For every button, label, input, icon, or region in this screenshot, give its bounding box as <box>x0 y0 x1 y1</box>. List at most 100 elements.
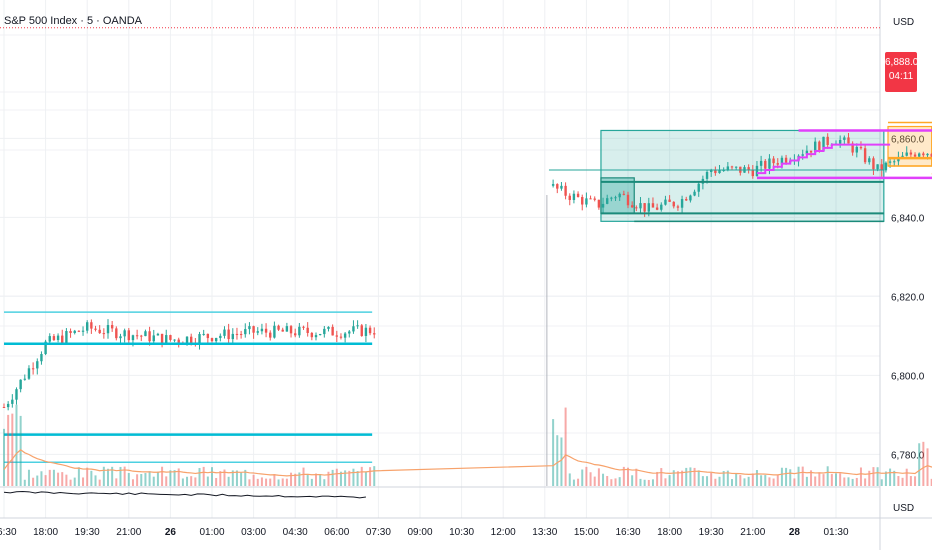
candle-body <box>822 136 825 151</box>
volume-bar <box>181 478 184 486</box>
volume-bar <box>3 428 5 486</box>
x-tick-label: 21:00 <box>740 527 765 538</box>
volume-bar <box>111 466 114 486</box>
candle-body <box>123 330 126 337</box>
candle-body <box>31 368 35 370</box>
volume-bar <box>290 472 293 486</box>
volume-bar <box>194 477 197 486</box>
volume-bar <box>57 472 60 486</box>
candle-body <box>331 326 334 336</box>
candle-body <box>647 203 650 212</box>
volume-bar <box>743 478 746 486</box>
volume-bar <box>776 475 779 486</box>
candle-body <box>360 325 363 336</box>
candle-body <box>863 148 867 163</box>
y-tick-label: 6,860.0 <box>891 134 925 145</box>
candle-body <box>876 164 879 170</box>
candle-body <box>98 329 101 334</box>
candle-body <box>843 137 846 140</box>
candle-body <box>119 336 122 339</box>
volume-bar <box>780 467 783 486</box>
candle-body <box>314 335 318 338</box>
volume-bar <box>136 474 139 486</box>
candle-body <box>269 332 272 338</box>
candle-body <box>597 199 601 208</box>
x-tick-label: 12:00 <box>491 527 516 538</box>
candle-body <box>680 199 684 208</box>
volume-bar <box>685 467 688 486</box>
candle-body <box>2 406 6 408</box>
candle-body <box>730 166 734 168</box>
candle-body <box>364 327 368 336</box>
candle-body <box>922 153 925 156</box>
volume-bar <box>639 478 642 486</box>
candle-body <box>784 157 788 163</box>
volume-bar <box>926 448 929 486</box>
candle-body <box>40 354 43 362</box>
volume-bar <box>826 466 829 486</box>
volume-bar <box>140 474 143 486</box>
candle-body <box>27 368 31 379</box>
volume-bar <box>223 469 226 486</box>
volume-bar <box>327 471 330 486</box>
volume-bar <box>65 474 68 486</box>
volume-bar <box>90 470 93 486</box>
volume-bar <box>331 469 334 486</box>
candle-body <box>826 136 829 145</box>
x-tick-label: 28 <box>789 527 801 538</box>
volume-bar <box>44 475 47 486</box>
volume-bar <box>364 472 367 486</box>
x-tick-label: 19:30 <box>699 527 724 538</box>
candle-body <box>685 199 688 201</box>
volume-bar <box>768 477 771 486</box>
candle-body <box>335 335 338 337</box>
volume-bar <box>19 415 22 486</box>
volume-bar <box>206 476 209 486</box>
volume-bar <box>672 470 675 486</box>
volume-bar <box>169 470 172 486</box>
volume-bar <box>714 478 717 486</box>
volume-bar <box>697 470 700 486</box>
volume-bar <box>86 467 89 486</box>
volume-bar <box>872 467 875 486</box>
candle-body <box>256 331 259 333</box>
candle-body <box>676 206 680 208</box>
volume-bar <box>352 468 355 486</box>
candle-body <box>734 166 738 168</box>
candle-body <box>805 150 809 155</box>
candle-body <box>901 155 904 157</box>
volume-bar <box>107 468 109 486</box>
volume-bar <box>148 471 151 486</box>
candle-body <box>173 339 176 341</box>
volume-bar <box>830 474 833 486</box>
last-price-value: 6,888.0 <box>885 57 919 68</box>
volume-bar <box>585 466 588 486</box>
volume-bar <box>880 479 883 486</box>
volume-bar <box>731 479 733 486</box>
volume-bar <box>593 476 596 486</box>
volume-bar <box>884 471 887 486</box>
candle-body <box>252 326 255 333</box>
volume-bar <box>889 468 892 486</box>
volume-bar <box>868 470 871 486</box>
volume-bar <box>11 413 14 486</box>
candle-body <box>768 158 771 169</box>
volume-bar <box>614 478 617 486</box>
volume-bar <box>772 478 775 486</box>
volume-bar <box>52 469 55 486</box>
candle-body <box>36 361 39 369</box>
currency-label[interactable]: USD <box>893 17 915 28</box>
volume-bar <box>273 474 276 486</box>
volume-bar <box>277 479 280 486</box>
candle-body <box>65 331 68 343</box>
volume-bar <box>631 475 634 486</box>
symbol-title[interactable]: S&P 500 Index · 5 · OANDA <box>4 15 142 27</box>
volume-bar <box>144 473 147 486</box>
candle-body <box>551 184 555 186</box>
volume-bar <box>760 475 763 486</box>
volume-bar <box>560 437 563 486</box>
volume-bar <box>219 471 222 486</box>
candle-body <box>69 331 72 334</box>
x-tick-label: 21:00 <box>116 527 141 538</box>
